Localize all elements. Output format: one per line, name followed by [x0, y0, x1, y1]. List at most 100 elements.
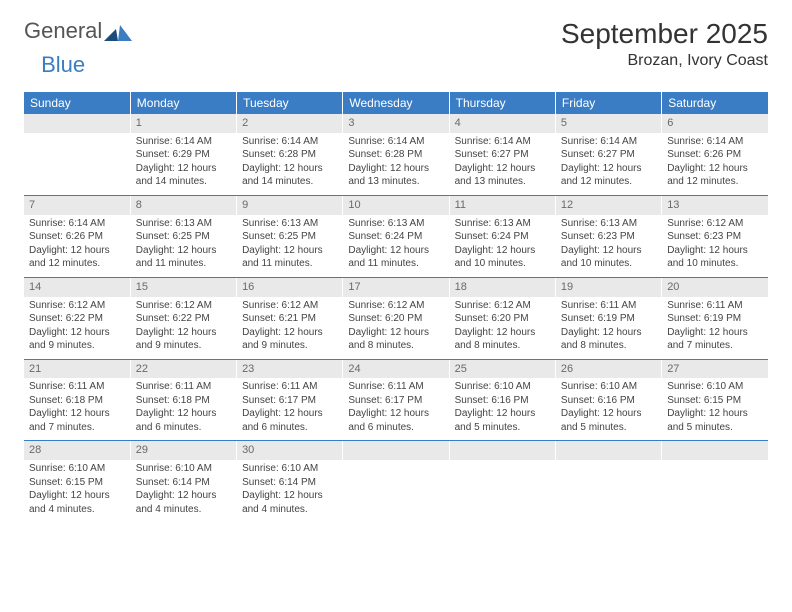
day-body — [556, 460, 661, 522]
day-cell: 16Sunrise: 6:12 AMSunset: 6:21 PMDayligh… — [237, 277, 343, 359]
day-cell: 10Sunrise: 6:13 AMSunset: 6:24 PMDayligh… — [343, 195, 449, 277]
day-cell: 4Sunrise: 6:14 AMSunset: 6:27 PMDaylight… — [449, 114, 555, 195]
day-body: Sunrise: 6:12 AMSunset: 6:20 PMDaylight:… — [450, 297, 555, 359]
day-body: Sunrise: 6:12 AMSunset: 6:21 PMDaylight:… — [237, 297, 342, 359]
day-daylight2: and 10 minutes. — [561, 257, 656, 271]
day-daylight2: and 13 minutes. — [455, 175, 550, 189]
day-sunrise: Sunrise: 6:14 AM — [667, 135, 763, 149]
day-sunset: Sunset: 6:15 PM — [29, 476, 125, 490]
day-body: Sunrise: 6:13 AMSunset: 6:23 PMDaylight:… — [556, 215, 661, 277]
day-daylight1: Daylight: 12 hours — [348, 244, 443, 258]
dayname: Monday — [130, 92, 236, 114]
day-cell: 15Sunrise: 6:12 AMSunset: 6:22 PMDayligh… — [130, 277, 236, 359]
day-daylight1: Daylight: 12 hours — [242, 407, 337, 421]
day-body: Sunrise: 6:10 AMSunset: 6:15 PMDaylight:… — [662, 378, 768, 440]
day-number: 9 — [237, 196, 342, 215]
day-number: 20 — [662, 278, 768, 297]
day-cell — [343, 441, 449, 522]
day-daylight2: and 4 minutes. — [136, 503, 231, 517]
day-sunrise: Sunrise: 6:10 AM — [667, 380, 763, 394]
day-body: Sunrise: 6:11 AMSunset: 6:18 PMDaylight:… — [24, 378, 130, 440]
day-sunrise: Sunrise: 6:10 AM — [29, 462, 125, 476]
day-body: Sunrise: 6:14 AMSunset: 6:26 PMDaylight:… — [24, 215, 130, 277]
day-body: Sunrise: 6:11 AMSunset: 6:17 PMDaylight:… — [237, 378, 342, 440]
day-sunrise: Sunrise: 6:13 AM — [455, 217, 550, 231]
day-sunrise: Sunrise: 6:10 AM — [242, 462, 337, 476]
day-sunset: Sunset: 6:27 PM — [455, 148, 550, 162]
day-daylight1: Daylight: 12 hours — [561, 407, 656, 421]
day-cell: 29Sunrise: 6:10 AMSunset: 6:14 PMDayligh… — [130, 441, 236, 522]
day-body: Sunrise: 6:10 AMSunset: 6:16 PMDaylight:… — [556, 378, 661, 440]
day-sunset: Sunset: 6:25 PM — [242, 230, 337, 244]
day-sunrise: Sunrise: 6:12 AM — [136, 299, 231, 313]
day-daylight2: and 6 minutes. — [242, 421, 337, 435]
day-daylight1: Daylight: 12 hours — [29, 489, 125, 503]
day-daylight1: Daylight: 12 hours — [136, 162, 231, 176]
day-cell: 28Sunrise: 6:10 AMSunset: 6:15 PMDayligh… — [24, 441, 130, 522]
day-daylight1: Daylight: 12 hours — [136, 407, 231, 421]
day-daylight2: and 14 minutes. — [136, 175, 231, 189]
day-daylight2: and 6 minutes. — [136, 421, 231, 435]
day-number: 21 — [24, 360, 130, 379]
day-number: 12 — [556, 196, 661, 215]
day-sunset: Sunset: 6:19 PM — [667, 312, 763, 326]
day-number: 11 — [450, 196, 555, 215]
day-number: 2 — [237, 114, 342, 133]
day-daylight2: and 10 minutes. — [455, 257, 550, 271]
day-sunrise: Sunrise: 6:14 AM — [348, 135, 443, 149]
day-sunrise: Sunrise: 6:10 AM — [561, 380, 656, 394]
day-cell: 11Sunrise: 6:13 AMSunset: 6:24 PMDayligh… — [449, 195, 555, 277]
day-daylight2: and 13 minutes. — [348, 175, 443, 189]
day-cell: 1Sunrise: 6:14 AMSunset: 6:29 PMDaylight… — [130, 114, 236, 195]
day-sunrise: Sunrise: 6:14 AM — [561, 135, 656, 149]
day-daylight2: and 4 minutes. — [242, 503, 337, 517]
day-cell: 14Sunrise: 6:12 AMSunset: 6:22 PMDayligh… — [24, 277, 130, 359]
day-body: Sunrise: 6:10 AMSunset: 6:16 PMDaylight:… — [450, 378, 555, 440]
day-daylight1: Daylight: 12 hours — [29, 326, 125, 340]
day-number: 5 — [556, 114, 661, 133]
day-sunset: Sunset: 6:20 PM — [455, 312, 550, 326]
day-sunset: Sunset: 6:28 PM — [348, 148, 443, 162]
day-daylight1: Daylight: 12 hours — [242, 326, 337, 340]
day-cell: 2Sunrise: 6:14 AMSunset: 6:28 PMDaylight… — [237, 114, 343, 195]
day-number: 6 — [662, 114, 768, 133]
day-daylight2: and 5 minutes. — [561, 421, 656, 435]
day-daylight1: Daylight: 12 hours — [29, 407, 125, 421]
day-body: Sunrise: 6:11 AMSunset: 6:19 PMDaylight:… — [662, 297, 768, 359]
day-daylight1: Daylight: 12 hours — [136, 244, 231, 258]
day-daylight1: Daylight: 12 hours — [242, 244, 337, 258]
day-number: 7 — [24, 196, 130, 215]
day-daylight2: and 12 minutes. — [667, 175, 763, 189]
day-number: 17 — [343, 278, 448, 297]
day-cell: 24Sunrise: 6:11 AMSunset: 6:17 PMDayligh… — [343, 359, 449, 441]
day-cell: 25Sunrise: 6:10 AMSunset: 6:16 PMDayligh… — [449, 359, 555, 441]
month-title: September 2025 — [561, 18, 768, 50]
day-daylight2: and 14 minutes. — [242, 175, 337, 189]
day-sunset: Sunset: 6:18 PM — [29, 394, 125, 408]
day-sunset: Sunset: 6:25 PM — [136, 230, 231, 244]
logo-text-2: Blue — [41, 52, 85, 77]
day-cell: 21Sunrise: 6:11 AMSunset: 6:18 PMDayligh… — [24, 359, 130, 441]
day-number — [450, 441, 555, 460]
dayname: Friday — [555, 92, 661, 114]
day-daylight2: and 6 minutes. — [348, 421, 443, 435]
day-sunrise: Sunrise: 6:14 AM — [242, 135, 337, 149]
day-body — [450, 460, 555, 522]
day-body: Sunrise: 6:10 AMSunset: 6:14 PMDaylight:… — [131, 460, 236, 522]
day-sunset: Sunset: 6:22 PM — [136, 312, 231, 326]
week-row: 28Sunrise: 6:10 AMSunset: 6:15 PMDayligh… — [24, 441, 768, 522]
day-body: Sunrise: 6:12 AMSunset: 6:22 PMDaylight:… — [131, 297, 236, 359]
day-cell — [662, 441, 768, 522]
day-body: Sunrise: 6:10 AMSunset: 6:14 PMDaylight:… — [237, 460, 342, 522]
day-body — [343, 460, 448, 522]
day-cell — [555, 441, 661, 522]
day-number: 14 — [24, 278, 130, 297]
day-sunrise: Sunrise: 6:11 AM — [29, 380, 125, 394]
day-daylight1: Daylight: 12 hours — [136, 489, 231, 503]
day-cell: 13Sunrise: 6:12 AMSunset: 6:23 PMDayligh… — [662, 195, 768, 277]
day-number: 15 — [131, 278, 236, 297]
day-daylight1: Daylight: 12 hours — [29, 244, 125, 258]
day-sunrise: Sunrise: 6:11 AM — [242, 380, 337, 394]
day-cell: 9Sunrise: 6:13 AMSunset: 6:25 PMDaylight… — [237, 195, 343, 277]
day-daylight2: and 8 minutes. — [348, 339, 443, 353]
